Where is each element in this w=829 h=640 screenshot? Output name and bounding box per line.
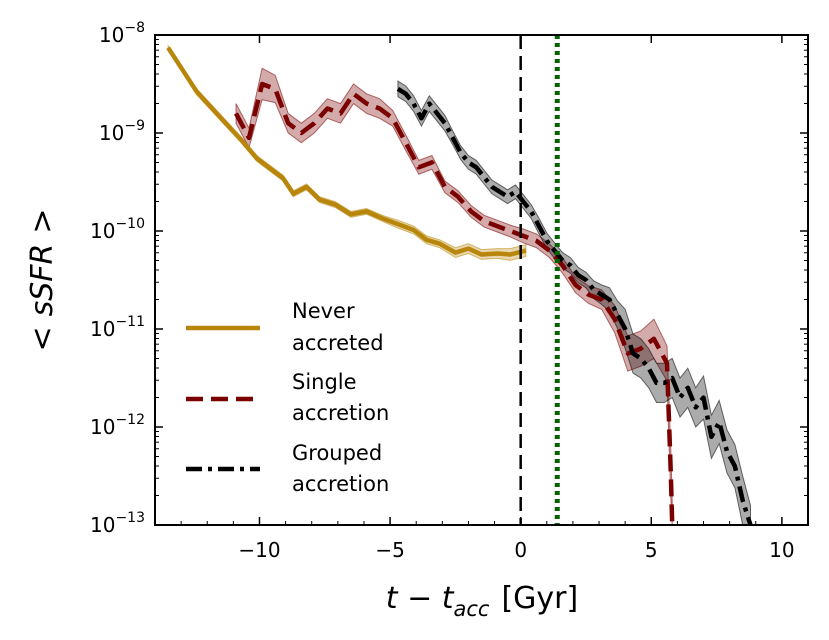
series-line-single-accretion (234, 81, 675, 526)
y-tick-label: 10−8 (99, 20, 145, 47)
legend: Never accreted Single accretion Grouped … (186, 299, 389, 496)
axis-ticks: −10 −5 0 5 10 10−13 10−12 10−11 10−10 10−9 10−8 (90, 20, 809, 562)
y-axis-label: <sSFR> (25, 208, 60, 351)
legend-label-single-line2: accretion (292, 401, 389, 425)
error-band-grouped-accretion (397, 80, 751, 526)
y-tick-label: 10−13 (90, 510, 145, 537)
y-tick-label: 10−11 (90, 314, 145, 341)
legend-entry-grouped-accretion: Grouped accretion (186, 441, 389, 496)
plot-frame (154, 34, 809, 526)
x-tick-label: −5 (375, 538, 404, 562)
legend-entry-single-accretion: Single accretion (186, 370, 389, 425)
legend-label-never-line1: Never (292, 299, 355, 323)
legend-label-never-line2: accreted (292, 331, 384, 355)
x-tick-label: 10 (769, 538, 794, 562)
series-lines (166, 46, 753, 526)
series-line-never-accreted (166, 46, 527, 257)
vertical-markers (519, 35, 560, 525)
y-tick-label: 10−12 (90, 412, 145, 439)
y-tick-label: 10−10 (90, 216, 145, 243)
y-tick-label: 10−9 (99, 118, 145, 145)
legend-label-grouped-line1: Grouped (292, 441, 382, 465)
x-tick-label: 5 (645, 538, 658, 562)
legend-label-single-line1: Single (292, 370, 357, 394)
series-line-grouped-accretion (396, 86, 753, 526)
x-tick-label: 0 (514, 538, 527, 562)
error-band-never-accreted (167, 44, 527, 261)
x-tick-label: −10 (238, 538, 280, 562)
legend-entry-never-accreted: Never accreted (186, 299, 384, 355)
x-axis-label: t − tacc [Gyr] (386, 581, 578, 621)
legend-label-grouped-line2: accretion (292, 472, 389, 496)
error-bands (167, 44, 751, 526)
